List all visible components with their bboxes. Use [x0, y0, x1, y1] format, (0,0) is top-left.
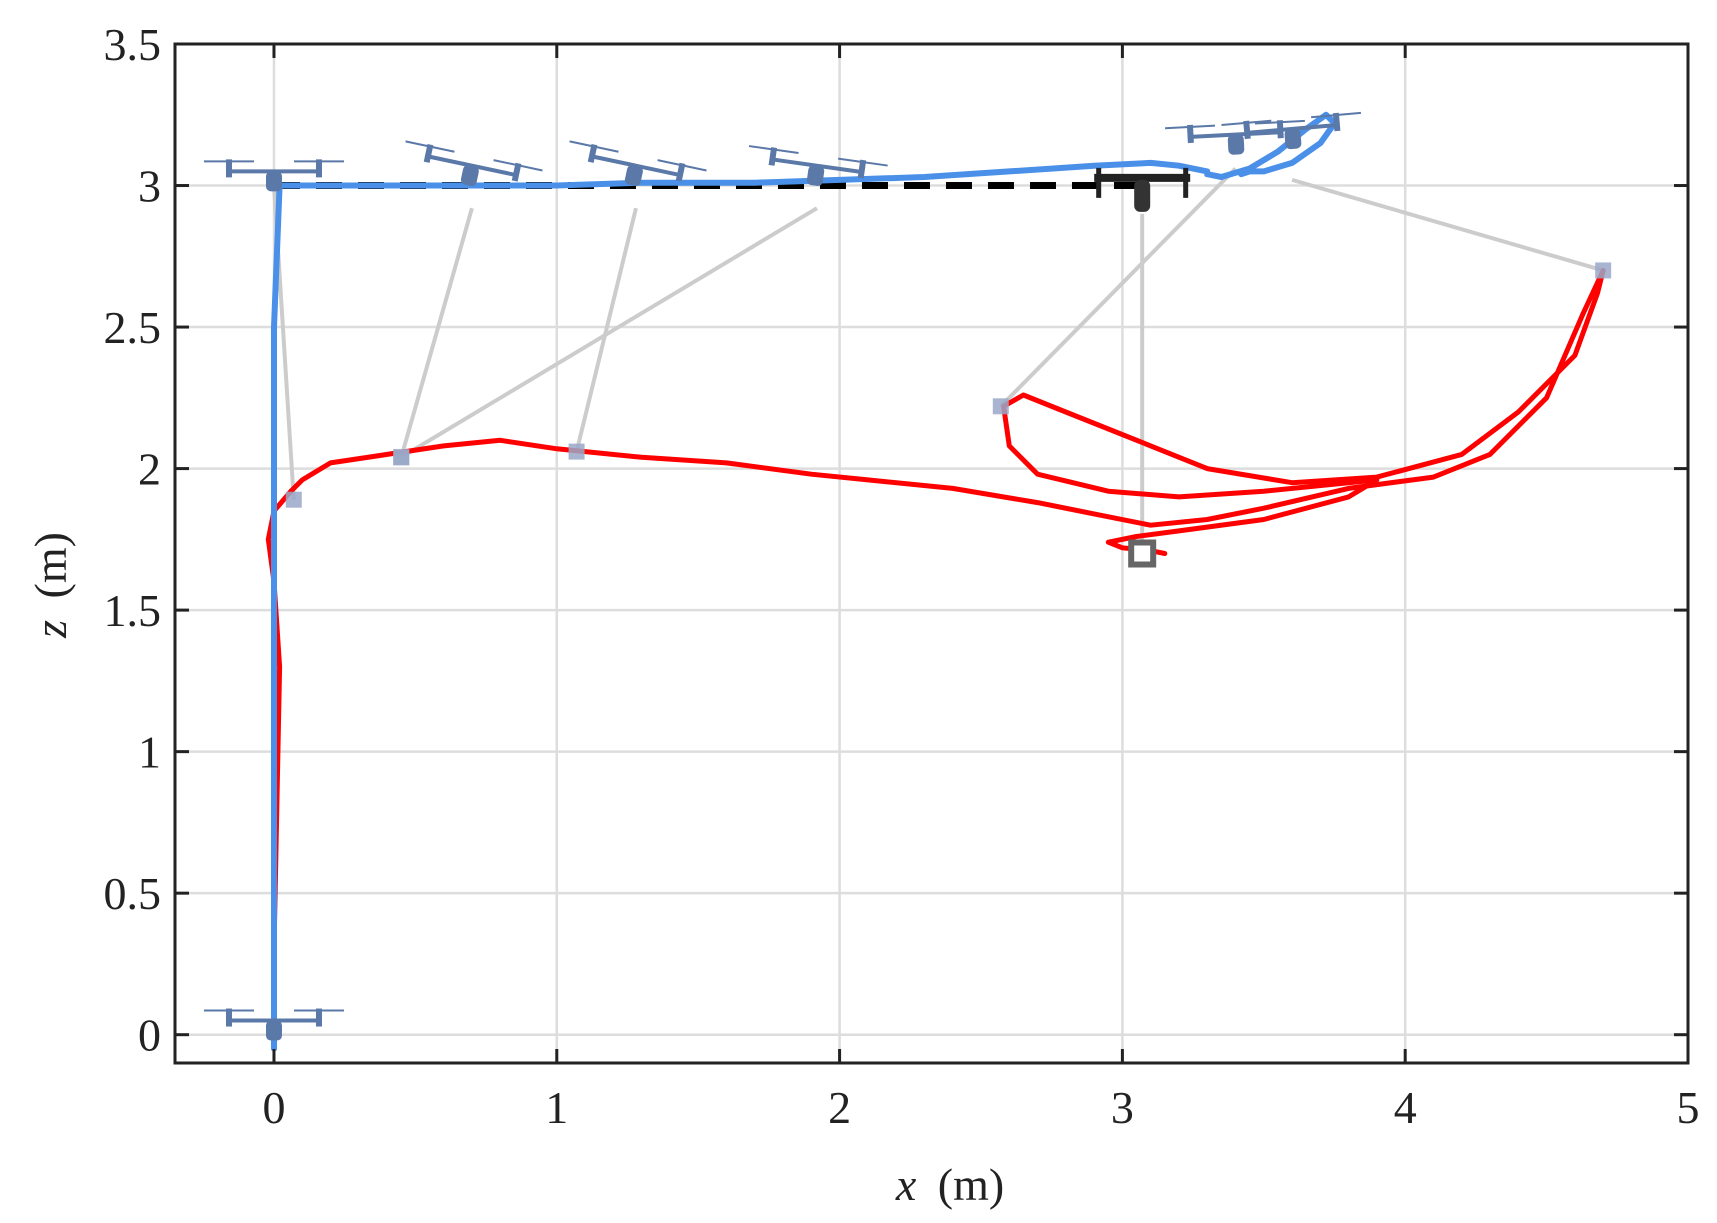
y-tick-label: 3 [138, 161, 161, 212]
y-tick-label: 2.5 [104, 302, 162, 353]
x-tick-label: 2 [828, 1082, 851, 1133]
x-tick-label: 4 [1394, 1082, 1417, 1133]
drone-icon [748, 145, 888, 186]
drone-trajectory [271, 111, 1338, 1052]
drone-motor [675, 162, 686, 182]
drone-motor [225, 159, 232, 178]
drone-motor [511, 162, 522, 182]
payload-marker [285, 491, 302, 508]
drone-icon [569, 140, 707, 187]
drone-body [460, 164, 479, 187]
final-drone-icon [1094, 167, 1191, 212]
y-tick-label: 0.5 [104, 868, 162, 919]
y-tick-label: 1 [138, 727, 161, 778]
drone-icon [203, 1008, 344, 1041]
drone-body [624, 164, 643, 187]
x-tick-label: 1 [545, 1082, 568, 1133]
payload-marker [393, 449, 410, 466]
x-tick-label: 5 [1677, 1082, 1700, 1133]
y-tick-label: 2 [138, 444, 161, 495]
payload-marker [992, 398, 1009, 415]
payload-trajectory [265, 267, 1606, 953]
drone-body [1284, 128, 1302, 150]
drone-motor [857, 159, 867, 179]
drone-icon [405, 140, 543, 187]
drone-motor [768, 147, 778, 166]
cable-line [1291, 177, 1604, 273]
cable-line [574, 207, 638, 453]
drone-body [1227, 134, 1245, 155]
y-tick-labels: 0 0.5 1 1.5 2 2.5 3 3.5 [104, 19, 162, 1061]
drone-path [271, 111, 1338, 1052]
drone-motor [1243, 120, 1251, 140]
drone-body [265, 1020, 282, 1041]
y-tick-label: 0 [138, 1010, 161, 1061]
y-tick-label: 1.5 [104, 585, 162, 636]
drone-motor [1332, 112, 1341, 132]
drone-motor [315, 1008, 322, 1027]
axes-box [173, 42, 1690, 1065]
drone-body [806, 165, 825, 186]
y-axis-label: z (m) [25, 532, 76, 639]
x-tick-labels: 0 1 2 3 4 5 [262, 1082, 1699, 1133]
drone-icon [1165, 119, 1305, 155]
drone-motor [315, 159, 322, 178]
cable-line [400, 206, 818, 459]
cable-line [999, 167, 1237, 408]
drone-motor [225, 1008, 232, 1027]
axes-frame [173, 42, 1690, 1065]
grid-lines [175, 42, 1690, 1063]
drone-motor [1186, 124, 1194, 144]
y-tick-label: 3.5 [104, 19, 162, 70]
drone-icon [203, 159, 344, 192]
x-axis-variable: x [895, 1159, 917, 1210]
final-payload-marker [1128, 539, 1157, 568]
x-axis-label: x (m) [895, 1159, 1004, 1210]
cable-line [399, 207, 474, 458]
drone-icons [203, 111, 1362, 1041]
payload-markers [285, 262, 1612, 568]
payload-marker [1595, 262, 1612, 279]
drone-motor [587, 143, 598, 163]
drone-body [265, 171, 282, 192]
payload-path [265, 267, 1606, 953]
final-drone-body [1134, 179, 1151, 212]
x-axis-unit: (m) [938, 1159, 1004, 1210]
payload-marker [568, 443, 585, 460]
x-tick-label: 0 [262, 1082, 285, 1133]
final-drone-arm [1094, 173, 1191, 182]
x-tick-label: 3 [1111, 1082, 1134, 1133]
y-axis-variable: z [25, 620, 76, 639]
cable-lines [271, 167, 1604, 554]
final-drone-leg [1096, 167, 1102, 198]
final-drone-leg [1183, 167, 1189, 198]
drone-icon [1221, 111, 1362, 150]
drone-motor [423, 143, 434, 163]
y-axis-unit: (m) [25, 532, 76, 598]
